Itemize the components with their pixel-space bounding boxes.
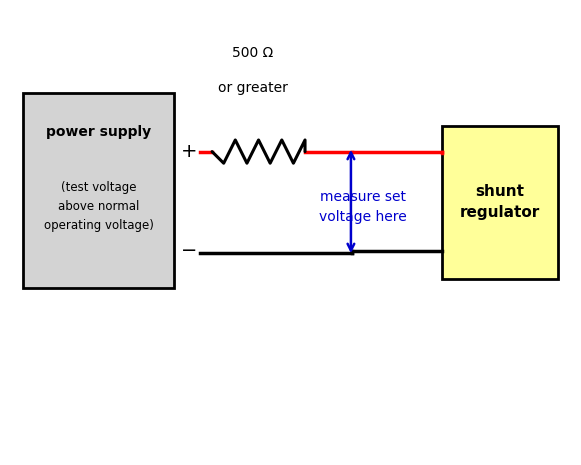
FancyBboxPatch shape bbox=[23, 93, 174, 288]
Text: or greater: or greater bbox=[218, 81, 288, 95]
Text: shunt
regulator: shunt regulator bbox=[460, 184, 540, 220]
Text: power supply: power supply bbox=[46, 125, 151, 139]
Text: (test voltage
above normal
operating voltage): (test voltage above normal operating vol… bbox=[44, 181, 154, 232]
Text: +: + bbox=[181, 142, 197, 161]
FancyBboxPatch shape bbox=[442, 126, 558, 279]
Text: −: − bbox=[181, 241, 197, 260]
Text: 500 Ω: 500 Ω bbox=[232, 46, 273, 60]
Text: measure set
voltage here: measure set voltage here bbox=[319, 190, 407, 224]
